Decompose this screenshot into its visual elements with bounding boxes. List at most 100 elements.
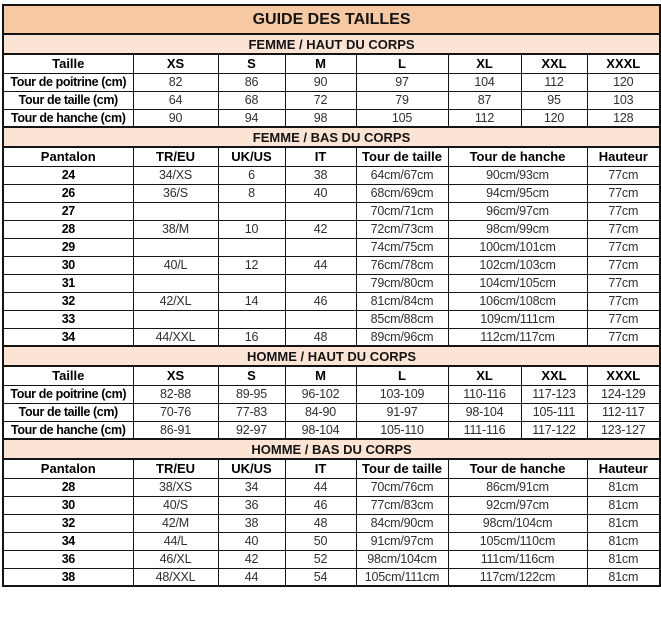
data-cell: 44	[284, 255, 357, 275]
data-cell: 104	[447, 72, 522, 92]
column-header-cell: Tour de hanche	[447, 458, 588, 479]
data-cell: 117cm/122cm	[447, 567, 588, 587]
data-cell: 111cm/116cm	[447, 549, 588, 569]
table-row: 36 46/XL 42 52 98cm/104cm 111cm/116cm 81cm	[2, 549, 661, 569]
data-cell: 82	[132, 72, 219, 92]
data-cell: 98-104	[284, 420, 357, 440]
data-cell: 98cm/104cm	[447, 513, 588, 533]
column-header-cell: TR/EU	[132, 458, 219, 479]
data-cell: 87	[447, 90, 522, 110]
data-cell: 89cm/96cm	[355, 327, 449, 347]
section-header-homme-bas: HOMME / BAS DU CORPS	[2, 438, 661, 460]
data-cell: 86-91	[132, 420, 219, 440]
section-row-homme-bas: HOMME / BAS DU CORPS	[2, 438, 661, 460]
column-header-cell: Taille	[2, 53, 134, 74]
data-cell: 98cm/104cm	[355, 549, 449, 569]
data-cell: 44	[284, 477, 357, 497]
data-cell: 98-104	[447, 402, 522, 422]
data-cell: 40	[284, 183, 357, 203]
row-label-cell: 28	[2, 219, 134, 239]
data-cell: 74cm/75cm	[355, 237, 449, 257]
row-label-cell: Tour de taille (cm)	[2, 90, 134, 110]
data-cell: 120	[520, 108, 588, 128]
data-cell: 82-88	[132, 384, 219, 404]
data-cell	[284, 201, 357, 221]
data-cell: 36/S	[132, 183, 219, 203]
table-row: 34 44/L 40 50 91cm/97cm 105cm/110cm 81cm	[2, 531, 661, 551]
data-cell: 117-123	[520, 384, 588, 404]
data-cell: 112-117	[586, 402, 661, 422]
section-row-homme-haut: HOMME / HAUT DU CORPS	[2, 345, 661, 367]
data-cell: 77-83	[217, 402, 286, 422]
row-label-cell: 32	[2, 291, 134, 311]
column-header-cell: L	[355, 53, 449, 74]
data-cell: 42	[284, 219, 357, 239]
column-header-cell: XXXL	[586, 53, 661, 74]
data-cell: 96cm/97cm	[447, 201, 588, 221]
data-cell: 68cm/69cm	[355, 183, 449, 203]
data-cell: 81cm/84cm	[355, 291, 449, 311]
data-cell: 38	[217, 513, 286, 533]
data-cell: 77cm	[586, 327, 661, 347]
data-cell: 102cm/103cm	[447, 255, 588, 275]
section-row-femme-haut: FEMME / HAUT DU CORPS	[2, 33, 661, 55]
data-cell: 77cm	[586, 201, 661, 221]
data-cell: 81cm	[586, 567, 661, 587]
column-header-row: Pantalon TR/EU UK/US IT Tour de taille Tour d…	[2, 146, 661, 167]
data-cell: 77cm/83cm	[355, 495, 449, 515]
data-cell: 46	[284, 291, 357, 311]
table-row: 38 48/XXL 44 54 105cm/111cm 117cm/122cm 81cm	[2, 567, 661, 587]
column-header-cell: IT	[284, 146, 357, 167]
data-cell: 120	[586, 72, 661, 92]
data-cell	[217, 273, 286, 293]
data-cell: 12	[217, 255, 286, 275]
table-row: Tour de taille (cm) 64 68 72 79 87 95 103	[2, 90, 661, 110]
data-cell: 48	[284, 327, 357, 347]
title-row: GUIDE DES TAILLES	[2, 4, 661, 35]
data-cell: 40/S	[132, 495, 219, 515]
size-guide-table: GUIDE DES TAILLES FEMME / HAUT DU CORPS T…	[2, 4, 661, 587]
table-row: 32 42/XL 14 46 81cm/84cm 106cm/108cm 77cm	[2, 291, 661, 311]
data-cell: 91cm/97cm	[355, 531, 449, 551]
row-label-cell: Tour de hanche (cm)	[2, 108, 134, 128]
data-cell: 90	[284, 72, 357, 92]
table-row: Tour de hanche (cm) 86-91 92-97 98-104 105-1…	[2, 420, 661, 440]
data-cell: 76cm/78cm	[355, 255, 449, 275]
table-body: GUIDE DES TAILLES FEMME / HAUT DU CORPS T…	[2, 4, 661, 587]
data-cell: 95	[520, 90, 588, 110]
data-cell: 112	[520, 72, 588, 92]
data-cell: 128	[586, 108, 661, 128]
data-cell: 72cm/73cm	[355, 219, 449, 239]
data-cell: 111-116	[447, 420, 522, 440]
data-cell	[132, 309, 219, 329]
data-cell: 42/M	[132, 513, 219, 533]
column-header-cell: XS	[132, 365, 219, 386]
column-header-cell: Tour de taille	[355, 146, 449, 167]
data-cell: 38/XS	[132, 477, 219, 497]
column-header-cell: XL	[447, 53, 522, 74]
data-cell: 50	[284, 531, 357, 551]
data-cell: 72	[284, 90, 357, 110]
column-header-cell: XXL	[520, 53, 588, 74]
data-cell: 84-90	[284, 402, 357, 422]
data-cell: 94cm/95cm	[447, 183, 588, 203]
data-cell: 103	[586, 90, 661, 110]
data-cell: 109cm/111cm	[447, 309, 588, 329]
table-row: Tour de taille (cm) 70-76 77-83 84-90 91-97 9…	[2, 402, 661, 422]
section-header-femme-bas: FEMME / BAS DU CORPS	[2, 126, 661, 148]
data-cell: 98	[284, 108, 357, 128]
data-cell	[132, 273, 219, 293]
table-row: 29 74cm/75cm 100cm/101cm 77cm	[2, 237, 661, 257]
data-cell: 64cm/67cm	[355, 165, 449, 185]
data-cell: 46/XL	[132, 549, 219, 569]
column-header-cell: M	[284, 53, 357, 74]
data-cell: 77cm	[586, 309, 661, 329]
data-cell: 86cm/91cm	[447, 477, 588, 497]
column-header-cell: Taille	[2, 365, 134, 386]
row-label-cell: 38	[2, 567, 134, 587]
column-header-cell: S	[217, 365, 286, 386]
column-header-cell: UK/US	[217, 458, 286, 479]
column-header-cell: Tour de taille	[355, 458, 449, 479]
data-cell: 90	[132, 108, 219, 128]
